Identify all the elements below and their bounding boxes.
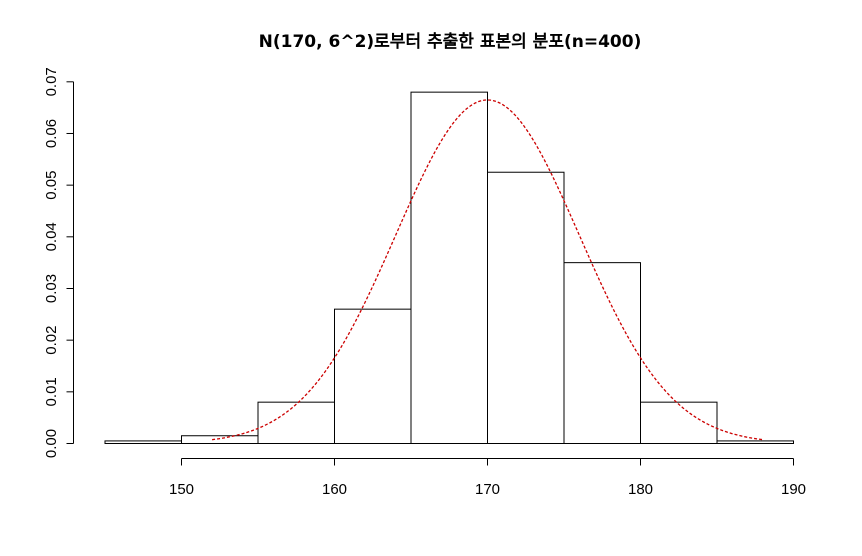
y-tick-label-1: 0.01 xyxy=(43,377,60,406)
chart-title: N(170, 6^2)로부터 추출한 표본의 분포(n=400) xyxy=(259,32,642,52)
histogram-bar-165-170 xyxy=(410,91,488,444)
x-tick-label-170: 170 xyxy=(475,481,500,498)
x-tick-label-190: 190 xyxy=(781,481,806,498)
histogram-bar-160-165 xyxy=(334,308,412,444)
y-tick-label-4: 0.04 xyxy=(43,222,60,251)
y-tick-label-5: 0.05 xyxy=(43,171,60,200)
y-axis: 0.00 0.01 0.02 0.03 0.04 0.05 0.06 0.07 xyxy=(43,67,74,458)
histogram-bar-150-155 xyxy=(181,435,259,445)
x-tick-label-180: 180 xyxy=(628,481,653,498)
histogram-bar-180-185 xyxy=(640,401,718,444)
x-tick-label-160: 160 xyxy=(322,481,347,498)
histogram-bars xyxy=(104,91,794,445)
histogram-bar-175-180 xyxy=(563,262,641,444)
histogram-bar-185-190 xyxy=(716,440,794,445)
y-tick-label-0: 0.00 xyxy=(43,429,60,458)
x-tick-label-150: 150 xyxy=(169,481,194,498)
density-curve-layer xyxy=(212,99,763,441)
y-tick-label-7: 0.07 xyxy=(43,67,60,96)
y-tick-label-3: 0.03 xyxy=(43,274,60,303)
histogram-bar-145-150 xyxy=(104,440,182,445)
y-tick-label-6: 0.06 xyxy=(43,119,60,148)
normal-density-curve xyxy=(212,99,763,441)
histogram-bar-170-175 xyxy=(487,171,565,444)
x-axis: 150 160 170 180 190 xyxy=(169,458,806,498)
y-tick-label-2: 0.02 xyxy=(43,326,60,355)
